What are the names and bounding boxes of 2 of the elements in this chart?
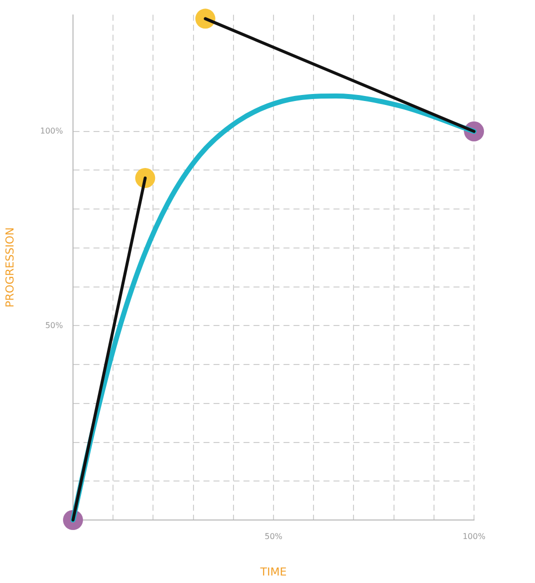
x-axis-title: TIME xyxy=(259,565,287,578)
y-axis-title: PROGRESSION xyxy=(3,227,16,308)
